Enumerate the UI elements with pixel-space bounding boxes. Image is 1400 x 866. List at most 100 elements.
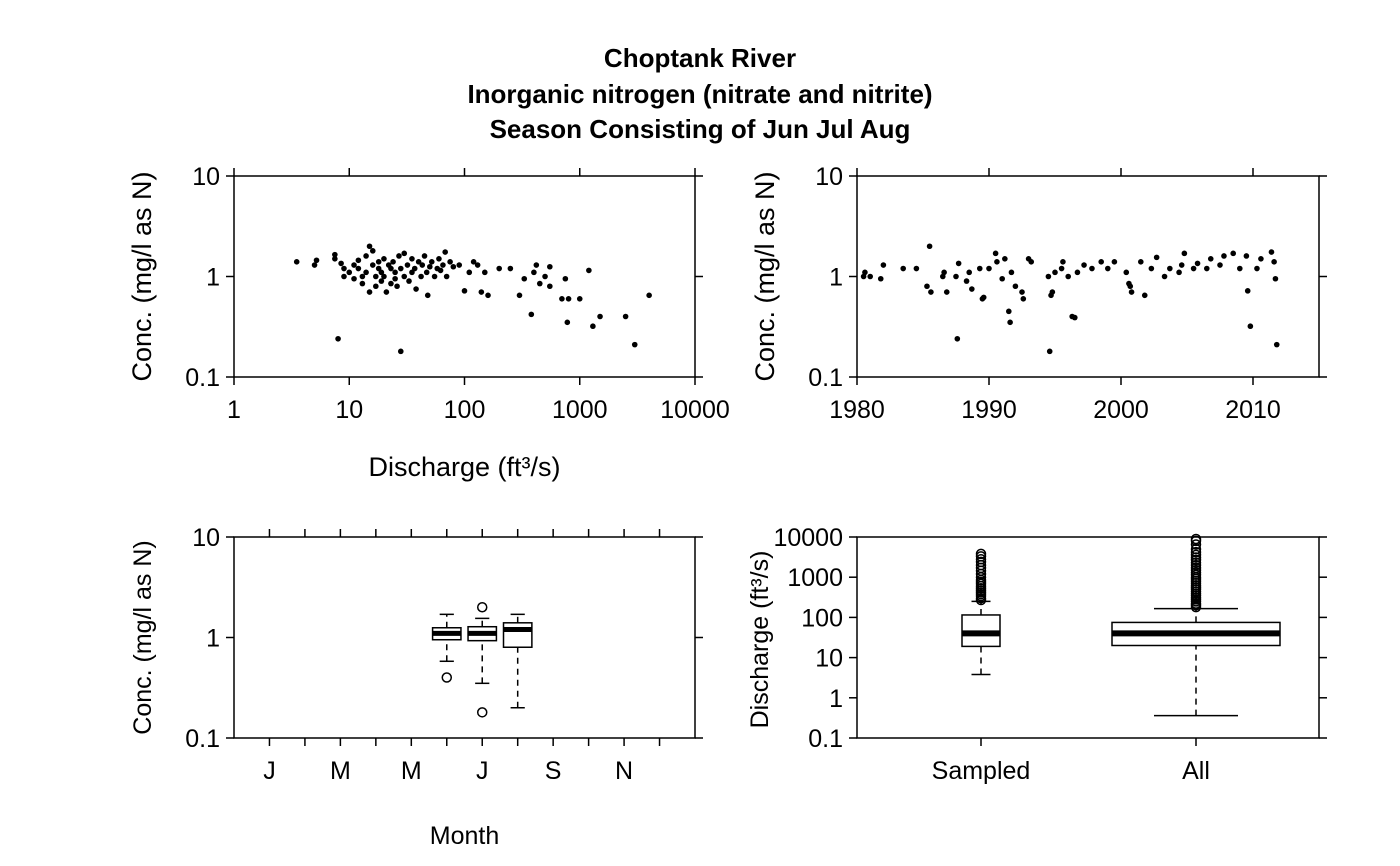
- data-point: [1058, 265, 1065, 272]
- data-point: [346, 269, 353, 276]
- data-point: [1002, 256, 1008, 262]
- data-point: [397, 348, 404, 355]
- data-point: [363, 269, 369, 276]
- data-point: [428, 259, 435, 265]
- y-tick-label: 0.1: [808, 725, 843, 753]
- data-point: [565, 295, 572, 302]
- y-tick-label: 10: [815, 163, 843, 191]
- data-point: [388, 265, 394, 272]
- data-point: [418, 273, 424, 280]
- data-point: [1247, 323, 1254, 330]
- figure-title-line-3: Season Consisting of Jun Jul Aug: [489, 114, 911, 144]
- data-point: [1178, 262, 1185, 268]
- y-tick-label: 100: [801, 604, 843, 632]
- x-tick-label: 2010: [1225, 396, 1281, 424]
- x-tick-label: All: [1182, 757, 1210, 785]
- discharge-box-sampled: [961, 548, 1001, 676]
- data-point: [955, 260, 962, 267]
- y-tick-label: 1: [829, 264, 843, 292]
- data-point: [586, 267, 592, 274]
- figure-title-line-1: Choptank River: [603, 43, 797, 73]
- x-axis-label: Month: [430, 822, 499, 850]
- data-point: [427, 263, 433, 270]
- outlier-point: [1190, 543, 1202, 555]
- data-point: [1194, 260, 1201, 267]
- data-point: [969, 286, 975, 292]
- data-point: [980, 294, 987, 301]
- data-point: [999, 275, 1005, 282]
- data-point: [531, 269, 537, 276]
- data-point: [900, 265, 906, 272]
- data-point: [1065, 273, 1071, 280]
- data-point: [450, 263, 457, 270]
- data-point: [1028, 259, 1035, 265]
- x-tick-label: 2000: [1093, 396, 1149, 424]
- data-point: [390, 259, 396, 265]
- data-point: [943, 289, 950, 295]
- data-point: [1254, 265, 1260, 272]
- month-tick-label: M: [401, 757, 422, 785]
- y-axis-label: Conc. (mg/l as N): [750, 171, 780, 381]
- data-point: [1243, 253, 1250, 259]
- data-point: [338, 260, 344, 267]
- data-point: [926, 243, 933, 250]
- data-point: [1060, 259, 1066, 265]
- data-point: [421, 253, 428, 259]
- data-point: [351, 275, 357, 282]
- data-point: [359, 273, 366, 280]
- box-iqr: [502, 622, 533, 648]
- data-point: [924, 283, 930, 290]
- data-point: [1141, 292, 1148, 299]
- data-point: [409, 256, 415, 262]
- data-point: [507, 265, 514, 272]
- data-point: [928, 289, 934, 295]
- data-point: [442, 249, 448, 255]
- data-point: [1221, 253, 1227, 259]
- data-point: [1123, 269, 1130, 276]
- data-point: [366, 243, 373, 250]
- data-point: [419, 262, 426, 268]
- data-point: [862, 269, 868, 276]
- y-axis-label: Discharge (ft³/s): [746, 551, 774, 729]
- data-point: [381, 273, 387, 280]
- data-point: [431, 273, 438, 280]
- y-tick-label: 1: [829, 685, 843, 713]
- data-point: [392, 269, 398, 276]
- data-point: [1127, 283, 1134, 290]
- data-point: [335, 335, 341, 342]
- x-tick-label: 1990: [961, 396, 1017, 424]
- data-point: [1217, 262, 1223, 268]
- data-point: [351, 262, 357, 268]
- data-point: [1138, 259, 1144, 265]
- y-tick-label: 0.1: [185, 725, 220, 753]
- data-point: [440, 262, 446, 268]
- data-point: [542, 273, 548, 280]
- data-point: [406, 278, 412, 284]
- data-point: [381, 256, 387, 262]
- data-point: [496, 265, 502, 272]
- data-point: [401, 250, 408, 257]
- data-point: [559, 295, 565, 302]
- data-point: [293, 259, 300, 265]
- data-point: [378, 269, 385, 276]
- data-point: [867, 273, 873, 280]
- data-point: [994, 259, 1000, 265]
- data-point: [437, 267, 444, 274]
- data-point: [1161, 273, 1168, 280]
- data-point: [1181, 250, 1188, 257]
- y-axis-label: Conc. (mg/l as N): [129, 540, 157, 734]
- outlier-point: [476, 601, 488, 613]
- data-point: [1089, 265, 1095, 272]
- data-point: [396, 253, 402, 259]
- data-point: [631, 341, 638, 348]
- data-point: [311, 262, 318, 268]
- plot-frame: [856, 536, 1320, 739]
- data-point: [313, 257, 320, 264]
- data-point: [1052, 269, 1058, 276]
- data-point: [341, 265, 347, 272]
- data-point: [622, 313, 629, 320]
- y-tick-label: 10: [815, 645, 843, 673]
- outlier-point: [1190, 562, 1202, 574]
- y-tick-label: 10: [192, 163, 220, 191]
- month-tick-label: M: [330, 757, 351, 785]
